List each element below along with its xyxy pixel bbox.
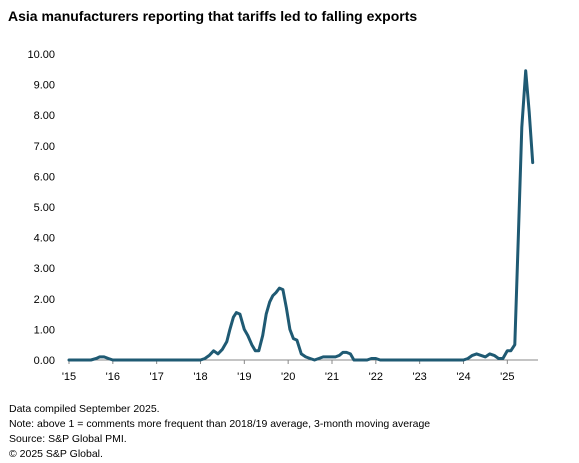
x-tick-label: '17 [149,371,163,383]
y-tick-label: 9.00 [34,80,55,92]
y-tick-label: 10.00 [27,49,55,61]
y-tick-label: 6.00 [34,171,55,183]
x-tick-label: '25 [500,371,514,383]
x-tick-label: '15 [62,371,76,383]
x-tick-label: '18 [193,371,207,383]
x-axis-ticks: '15 '16 '17 '18 '19 '20 '21 '22 '23 '24 '25 [62,360,514,383]
copyright-text: © 2025 S&P Global. [9,448,103,460]
series-group [67,69,535,362]
series-line [67,69,535,362]
y-tick-label: 8.00 [34,110,55,122]
compiled-note: Data compiled September 2025. [9,403,160,415]
y-tick-label: 2.00 [34,294,55,306]
x-tick-label: '24 [456,371,470,383]
source-text: Source: S&P Global PMI. [9,433,127,445]
x-tick-label: '20 [281,371,295,383]
chart-notes: Data compiled September 2025. Note: abov… [9,402,430,462]
y-tick-label: 7.00 [34,141,55,153]
x-tick-label: '22 [369,371,383,383]
x-tick-label: '23 [412,371,426,383]
chart-title: Asia manufacturers reporting that tariff… [8,8,418,24]
x-tick-label: '16 [106,371,120,383]
y-tick-label: 4.00 [34,233,55,245]
y-tick-label: 3.00 [34,263,55,275]
note-text: Note: above 1 = comments more frequent t… [9,418,431,430]
x-tick-label: '19 [237,371,251,383]
line-chart: 0.00 1.00 2.00 3.00 4.00 5.00 6.00 7.00 8.00 9.00… [27,49,538,383]
x-tick-label: '21 [325,371,339,383]
y-tick-label: 5.00 [34,202,55,214]
y-tick-label: 0.00 [34,355,55,367]
y-axis-ticks: 0.00 1.00 2.00 3.00 4.00 5.00 6.00 7.00 8.00 9.00… [27,49,55,367]
y-tick-label: 1.00 [34,324,55,336]
